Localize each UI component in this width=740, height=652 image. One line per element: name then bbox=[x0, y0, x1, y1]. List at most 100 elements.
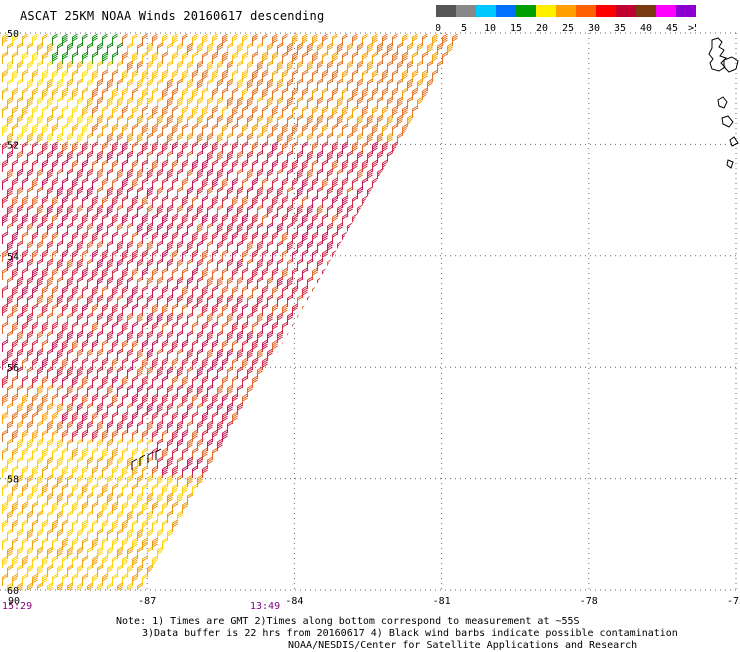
wind-barb bbox=[297, 222, 303, 235]
wind-barb bbox=[12, 411, 18, 424]
wind-barb bbox=[147, 402, 153, 415]
wind-barb bbox=[267, 582, 273, 590]
wind-barb bbox=[142, 249, 148, 262]
wind-barb bbox=[122, 411, 128, 424]
wind-barb bbox=[127, 168, 133, 181]
wind-barb bbox=[317, 60, 323, 73]
wind-barb bbox=[297, 510, 303, 523]
wind-barb bbox=[392, 321, 398, 334]
wind-barb bbox=[407, 582, 413, 590]
wind-barb bbox=[147, 294, 153, 307]
wind-barb bbox=[402, 411, 408, 424]
wind-barb bbox=[177, 330, 183, 343]
wind-barb bbox=[367, 276, 373, 289]
wind-barb bbox=[272, 501, 278, 514]
wind-barb bbox=[382, 375, 388, 388]
wind-barb bbox=[352, 285, 358, 298]
wind-barb bbox=[272, 447, 278, 460]
wind-barb bbox=[162, 177, 168, 190]
wind-barb bbox=[247, 60, 253, 73]
wind-barb bbox=[417, 204, 423, 217]
wind-barb bbox=[127, 420, 133, 433]
wind-barb bbox=[57, 546, 63, 559]
wind-barb bbox=[387, 366, 393, 379]
wind-barb bbox=[197, 42, 203, 55]
wind-barb bbox=[262, 177, 268, 190]
wind-barb bbox=[12, 303, 18, 316]
wind-barb bbox=[377, 546, 383, 559]
wind-barb bbox=[182, 429, 188, 442]
wind-barb bbox=[307, 330, 313, 343]
wind-barb bbox=[122, 429, 128, 442]
wind-barb bbox=[412, 537, 418, 550]
wind-barb bbox=[7, 132, 13, 145]
wind-barb bbox=[52, 465, 58, 478]
wind-barb bbox=[347, 186, 353, 199]
wind-barb bbox=[307, 420, 313, 433]
wind-barb bbox=[212, 429, 218, 442]
wind-barb bbox=[327, 276, 333, 289]
wind-barb bbox=[347, 258, 353, 271]
wind-barb bbox=[397, 348, 403, 361]
wind-barb bbox=[57, 528, 63, 541]
wind-barb bbox=[162, 537, 168, 550]
wind-barb bbox=[362, 177, 368, 190]
wind-barb bbox=[422, 411, 428, 424]
wind-barb bbox=[357, 78, 363, 91]
wind-barb bbox=[212, 159, 218, 172]
wind-barb bbox=[337, 510, 343, 523]
wind-barb bbox=[202, 285, 208, 298]
wind-barb bbox=[47, 204, 53, 217]
wind-barb bbox=[242, 483, 248, 496]
wind-barb bbox=[112, 357, 118, 370]
wind-barb bbox=[327, 96, 333, 109]
wind-barb bbox=[402, 375, 408, 388]
wind-barb bbox=[137, 312, 143, 325]
wind-barb bbox=[457, 420, 462, 433]
legend-swatch bbox=[536, 5, 557, 17]
wind-barb bbox=[322, 87, 328, 100]
wind-barb bbox=[357, 132, 363, 145]
wind-barb bbox=[362, 321, 368, 334]
wind-barb bbox=[172, 195, 178, 208]
wind-barb bbox=[207, 114, 213, 127]
legend-swatch bbox=[596, 5, 617, 17]
wind-barb bbox=[117, 528, 123, 541]
wind-barb bbox=[262, 537, 268, 550]
wind-barb bbox=[377, 78, 383, 91]
wind-barb bbox=[117, 168, 123, 181]
wind-barb bbox=[37, 456, 43, 469]
wind-barb bbox=[192, 375, 198, 388]
wind-barb bbox=[312, 303, 318, 316]
wind-barb bbox=[157, 366, 163, 379]
wind-barb bbox=[232, 501, 238, 514]
wind-barb bbox=[132, 429, 138, 442]
wind-barb bbox=[102, 33, 108, 46]
wind-barb bbox=[207, 330, 213, 343]
wind-barb bbox=[207, 510, 213, 523]
wind-barb bbox=[372, 87, 378, 100]
wind-barb bbox=[232, 357, 238, 370]
contaminated-barb bbox=[147, 451, 154, 463]
wind-barb bbox=[197, 240, 203, 253]
wind-barb bbox=[47, 330, 53, 343]
wind-barb bbox=[87, 510, 93, 523]
wind-barb bbox=[167, 438, 173, 451]
wind-barb bbox=[362, 231, 368, 244]
wind-barb bbox=[92, 105, 98, 118]
wind-barb bbox=[117, 510, 123, 523]
wind-barb bbox=[157, 420, 163, 433]
wind-barb bbox=[222, 213, 228, 226]
wind-barb bbox=[67, 222, 73, 235]
wind-barb bbox=[272, 231, 278, 244]
wind-barb bbox=[397, 492, 403, 505]
wind-barb bbox=[407, 456, 413, 469]
wind-barb bbox=[337, 60, 343, 73]
wind-barb bbox=[242, 105, 248, 118]
wind-barb bbox=[297, 366, 303, 379]
wind-barb bbox=[468, 133, 473, 145]
wind-barb bbox=[347, 384, 353, 397]
wind-barb bbox=[397, 294, 403, 307]
wind-barb bbox=[62, 195, 68, 208]
